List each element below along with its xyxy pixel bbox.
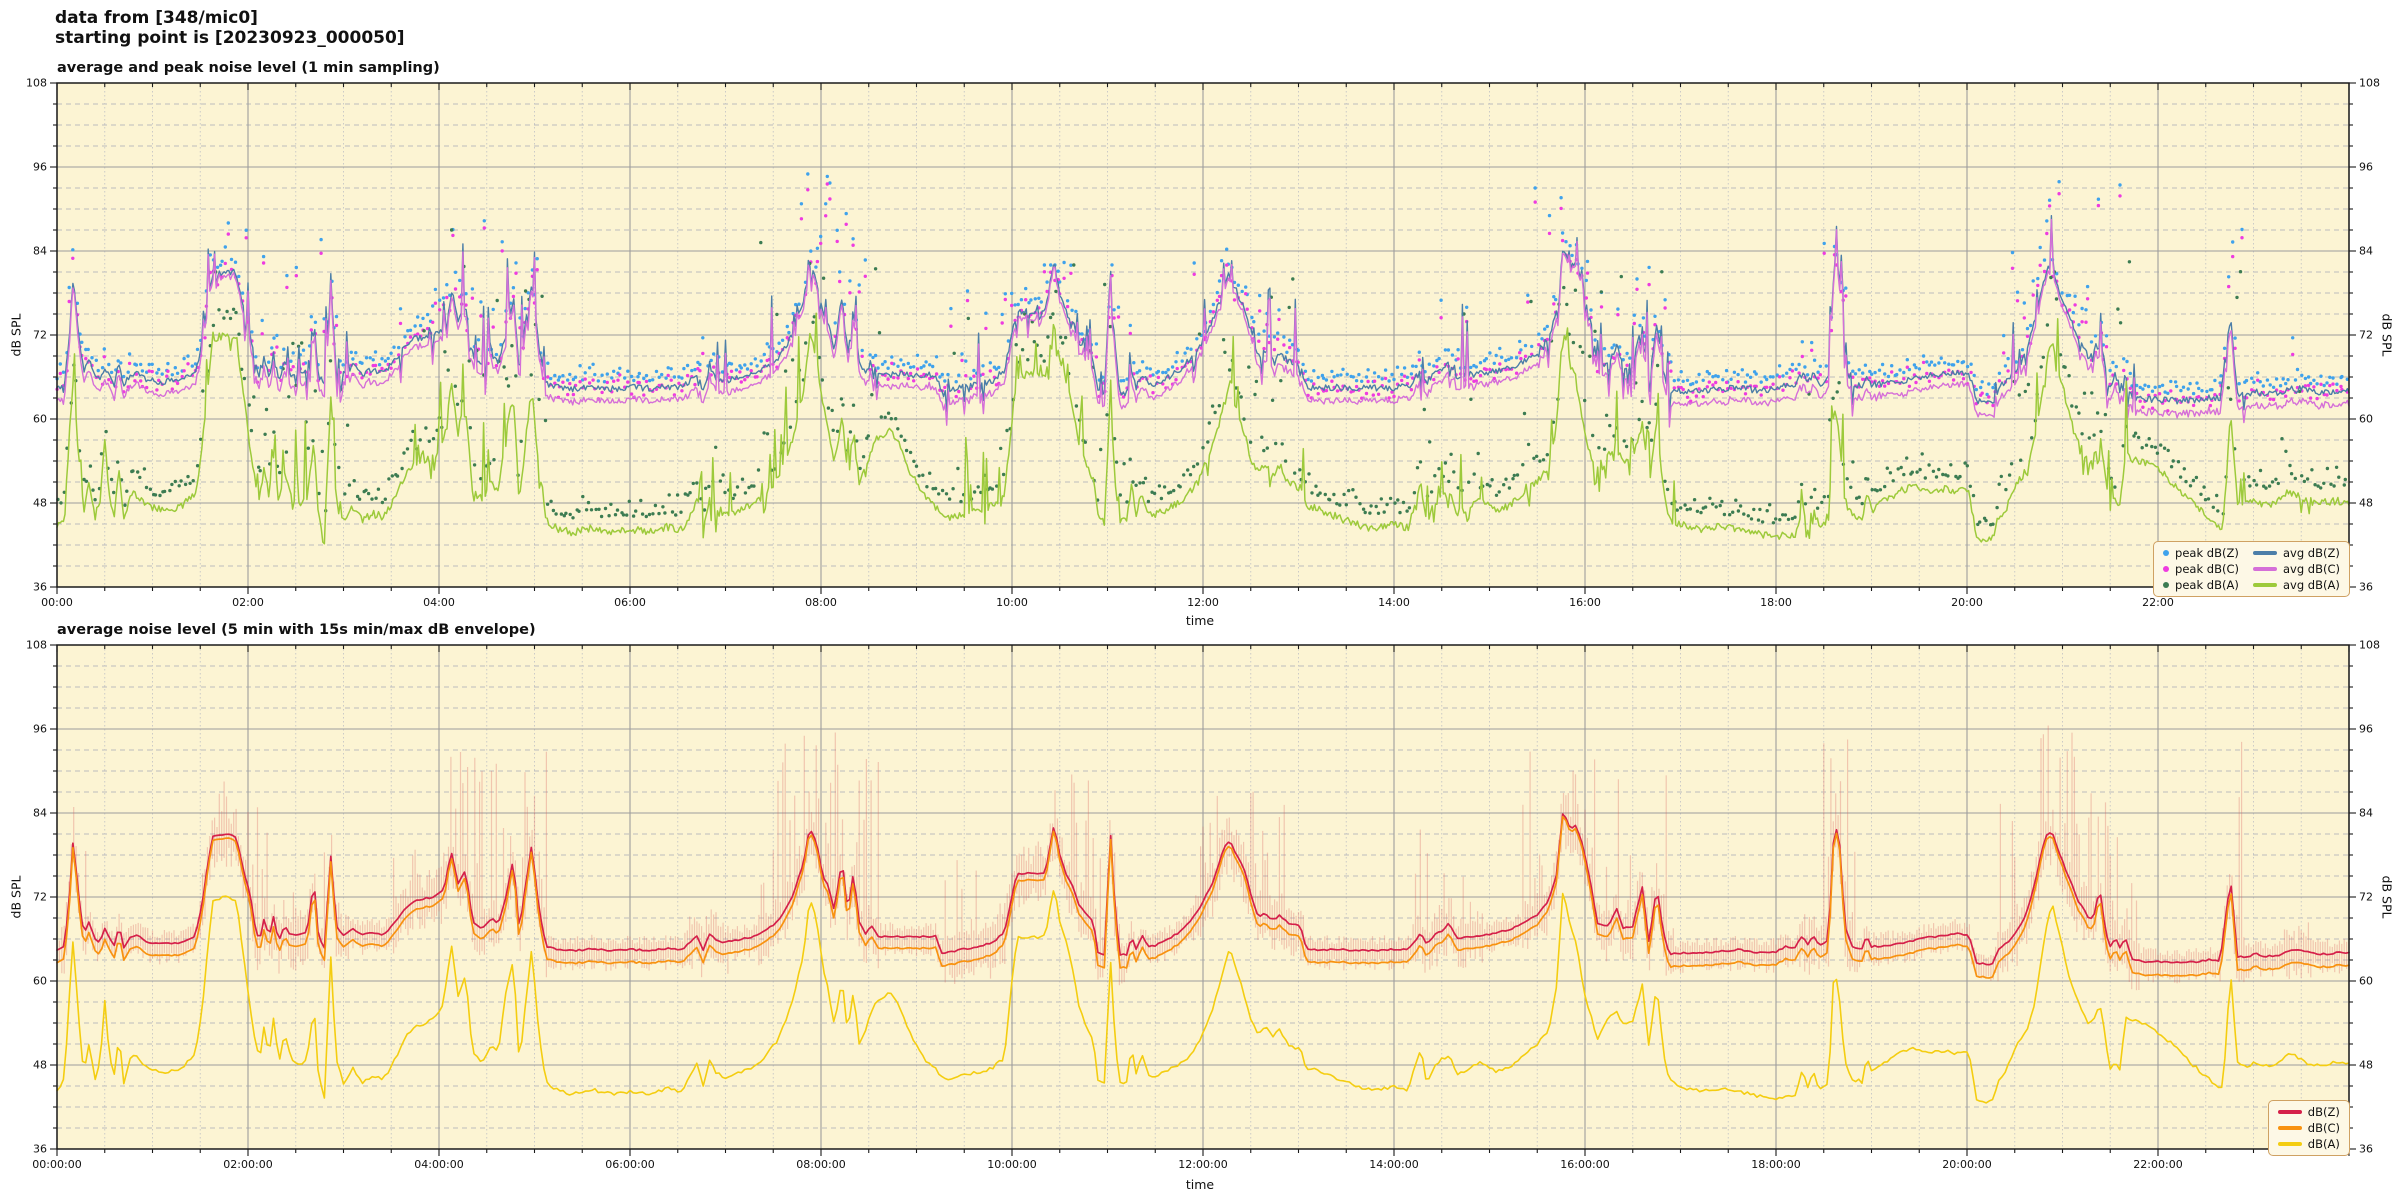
dot-marker-icon	[2163, 550, 2170, 556]
chart1-xtick: 04:00	[423, 596, 455, 609]
chart1-ytick-right: 48	[2359, 496, 2373, 510]
line-marker-icon	[2277, 1142, 2302, 1146]
chart2-ytick-left: 72	[33, 890, 47, 904]
chart2-xtick: 12:00:00	[1178, 1158, 1228, 1171]
chart2-ytick-right: 72	[2359, 890, 2373, 904]
chart2-xtick: 18:00:00	[1751, 1158, 1801, 1171]
chart1-ytick-left: 60	[33, 412, 47, 426]
chart2-ytick-right: 96	[2359, 722, 2373, 736]
chart2-ytick-left: 84	[33, 806, 47, 820]
chart1-xtick: 14:00	[1378, 596, 1410, 609]
chart2-xtick: 08:00:00	[796, 1158, 846, 1171]
chart1-title: average and peak noise level (1 min samp…	[57, 60, 440, 76]
line-marker-icon	[2252, 551, 2277, 555]
chart2-ylabel-right: dB SPL	[2379, 875, 2395, 919]
chart1-ytick-right: 84	[2359, 244, 2373, 258]
chart1-ylabel-right: dB SPL	[2379, 313, 2395, 357]
chart1-ytick-left: 108	[26, 76, 47, 90]
legend-label: peak dB(C)	[2175, 562, 2239, 576]
legend-item-avg-db-c-: avg dB(C)	[2252, 562, 2340, 576]
chart1-ytick-left: 84	[33, 244, 47, 258]
legend-item-db-a-: dB(A)	[2277, 1137, 2340, 1151]
legend-label: avg dB(A)	[2282, 578, 2340, 592]
chart2-xtick: 16:00:00	[1560, 1158, 1610, 1171]
legend-item-peak-db-c-: peak dB(C)	[2163, 562, 2239, 576]
chart1-ytick-left: 72	[33, 328, 47, 342]
chart2-legend: dB(Z) dB(C) dB(A)	[2267, 1100, 2350, 1156]
chart2-ytick-right: 60	[2359, 974, 2373, 988]
chart2-axes	[50, 644, 2356, 1156]
chart1-xtick: 18:00	[1760, 596, 1792, 609]
chart2-xlabel: time	[1185, 1177, 1215, 1192]
chart1-xtick: 22:00	[2142, 596, 2174, 609]
chart2-ytick-right: 36	[2359, 1142, 2373, 1156]
chart1-ytick-right: 60	[2359, 412, 2373, 426]
legend-label: dB(C)	[2307, 1121, 2340, 1135]
legend-label: avg dB(C)	[2282, 562, 2340, 576]
chart1-xtick: 16:00	[1569, 596, 1601, 609]
header-line-1: data from [348/mic0]	[55, 8, 258, 28]
dot-marker-icon	[2163, 582, 2170, 588]
chart1-xtick: 12:00	[1187, 596, 1219, 609]
legend-item-avg-db-z-: avg dB(Z)	[2252, 546, 2340, 560]
header-line-2: starting point is [20230923_000050]	[55, 28, 405, 48]
chart1-xlabel: time	[1185, 613, 1215, 628]
chart1-ytick-right: 108	[2359, 76, 2380, 90]
legend-item-db-c-: dB(C)	[2277, 1121, 2340, 1135]
chart1-xtick: 10:00	[996, 596, 1028, 609]
chart1-ytick-left: 36	[33, 580, 47, 594]
chart1-ytick-right: 36	[2359, 580, 2373, 594]
legend-item-avg-db-a-: avg dB(A)	[2252, 578, 2340, 592]
legend-label: dB(A)	[2307, 1137, 2340, 1151]
chart2-xtick: 22:00:00	[2133, 1158, 2183, 1171]
line-marker-icon	[2252, 567, 2277, 571]
chart1-xtick: 08:00	[805, 596, 837, 609]
chart1-plot-area	[55, 82, 2350, 588]
legend-label: dB(Z)	[2307, 1105, 2340, 1119]
legend-item-peak-db-z-: peak dB(Z)	[2163, 546, 2239, 560]
chart2-ytick-right: 108	[2359, 638, 2380, 652]
chart2-ytick-left: 96	[33, 722, 47, 736]
legend-label: avg dB(Z)	[2282, 546, 2340, 560]
peak-scatter	[55, 182, 2349, 413]
chart2-xtick: 06:00:00	[605, 1158, 655, 1171]
chart1-ytick-left: 96	[33, 160, 47, 174]
dot-marker-icon	[2163, 566, 2170, 572]
line-marker-icon	[2252, 583, 2277, 587]
line-marker-icon	[2277, 1110, 2302, 1114]
chart1-xtick: 00:00	[41, 596, 73, 609]
legend-column: avg dB(Z) avg dB(C) avg dB(A)	[2252, 546, 2340, 592]
chart2-ytick-left: 36	[33, 1142, 47, 1156]
chart2-ytick-right: 84	[2359, 806, 2373, 820]
chart1-ytick-right: 72	[2359, 328, 2373, 342]
legend-label: peak dB(Z)	[2175, 546, 2239, 560]
chart2-ytick-left: 48	[33, 1058, 47, 1072]
chart1-ytick-right: 96	[2359, 160, 2373, 174]
chart1-xtick: 20:00	[1951, 596, 1983, 609]
chart1-ytick-left: 48	[33, 496, 47, 510]
chart2-xtick: 00:00:00	[32, 1158, 82, 1171]
chart2-xtick: 04:00:00	[414, 1158, 464, 1171]
chart1-legend: peak dB(Z) peak dB(C) peak dB(A) avg dB(Z) a…	[2153, 541, 2350, 597]
line-marker-icon	[2277, 1126, 2302, 1130]
chart2-xtick: 20:00:00	[1942, 1158, 1992, 1171]
peak-scatter	[55, 172, 2349, 397]
chart2-ytick-left: 108	[26, 638, 47, 652]
chart1-xtick: 02:00	[232, 596, 264, 609]
chart1-xtick: 06:00	[614, 596, 646, 609]
chart2-ytick-right: 48	[2359, 1058, 2373, 1072]
legend-column: dB(Z) dB(C) dB(A)	[2277, 1105, 2340, 1151]
chart2-title: average noise level (5 min with 15s min/…	[57, 622, 536, 638]
chart2-ytick-left: 60	[33, 974, 47, 988]
chart2-xtick: 10:00:00	[987, 1158, 1037, 1171]
legend-item-peak-db-a-: peak dB(A)	[2163, 578, 2239, 592]
chart2-xtick: 02:00:00	[223, 1158, 273, 1171]
legend-column: peak dB(Z) peak dB(C) peak dB(A)	[2163, 546, 2239, 592]
chart2-xtick: 14:00:00	[1369, 1158, 1419, 1171]
legend-item-db-z-: dB(Z)	[2277, 1105, 2340, 1119]
chart2-plot-area	[56, 644, 2350, 1150]
legend-label: peak dB(A)	[2175, 578, 2239, 592]
